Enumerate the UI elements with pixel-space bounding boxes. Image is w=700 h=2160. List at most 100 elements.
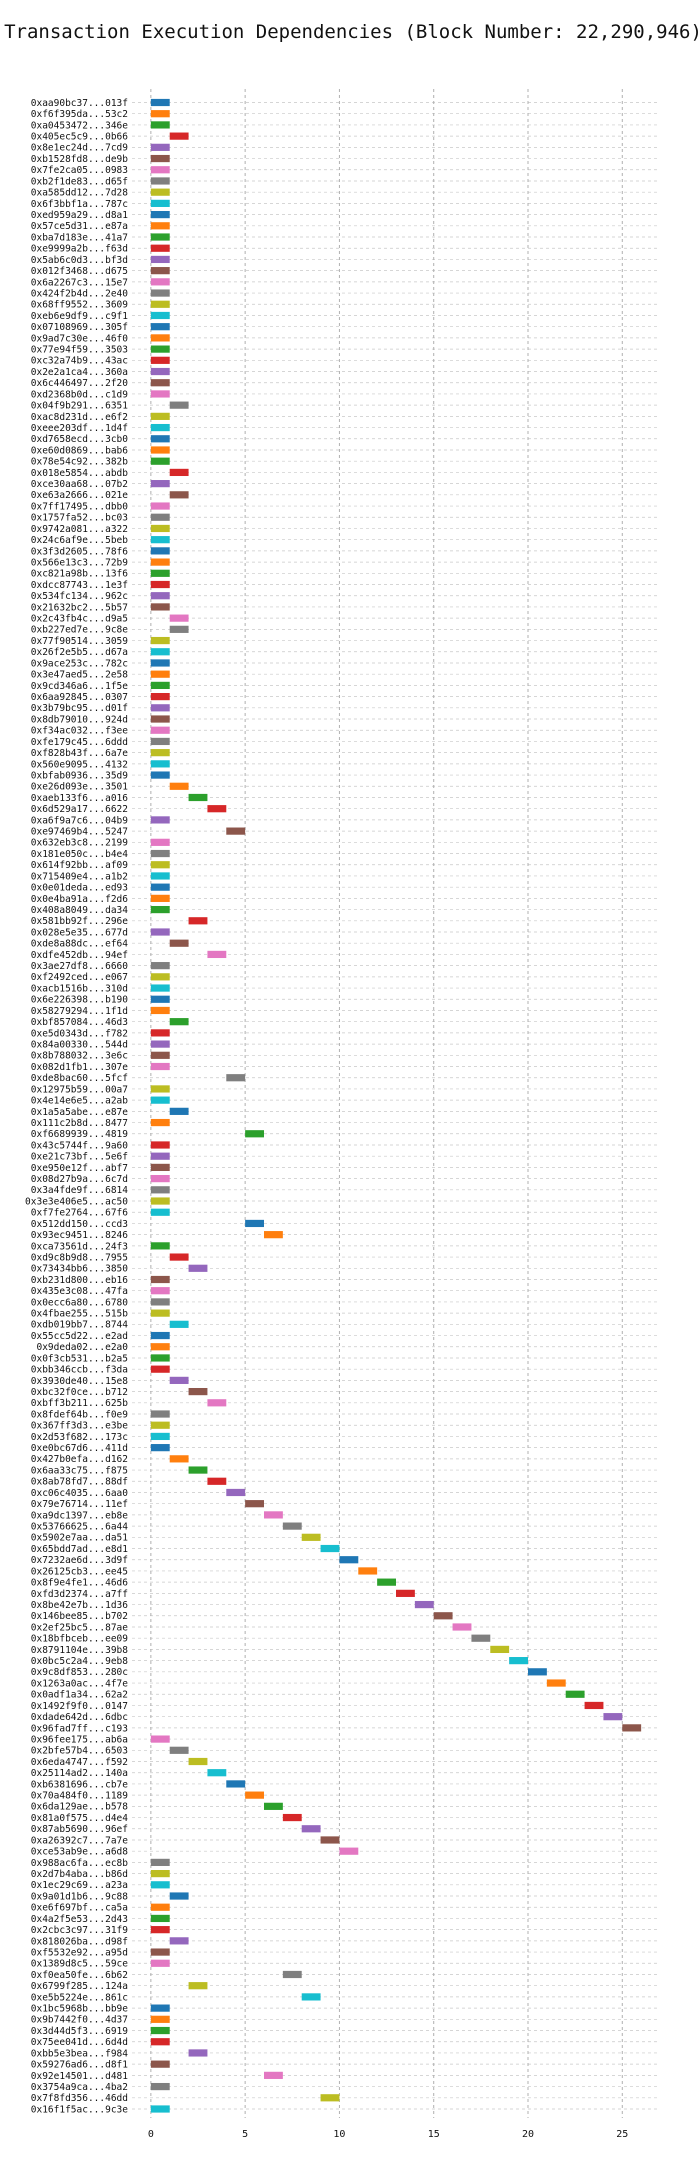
- tx-label: 0x566e13c3...72b9: [31, 557, 129, 568]
- tx-label: 0x9b7442f0...4d37: [31, 2015, 128, 2026]
- tx-label: 0x3b79bc95...d01f: [31, 703, 128, 714]
- tx-label: 0x12975b59...00a7: [31, 1084, 128, 1095]
- tx-label: 0x512dd150...ccd3: [31, 1219, 128, 1230]
- x-tick-label: 0: [148, 2129, 154, 2140]
- tx-bar: [150, 894, 170, 902]
- tx-bar: [150, 1186, 170, 1194]
- tx-bar: [169, 401, 189, 409]
- x-tick-label: 10: [333, 2129, 345, 2140]
- tx-bar: [150, 435, 170, 443]
- tx-label: 0x26f2e5b5...d67a: [31, 647, 128, 658]
- tx-bar: [150, 1858, 170, 1866]
- x-tick-label: 5: [242, 2129, 248, 2140]
- tx-bar: [150, 704, 170, 712]
- tx-label: 0x3f3d2605...78f6: [31, 546, 129, 557]
- tx-label: 0xf5532e92...a95d: [31, 1947, 128, 1958]
- tx-bar: [150, 367, 170, 376]
- tx-label: 0x5902e7aa...da51: [31, 1533, 129, 1544]
- tx-label: 0x2cbc3c97...31f9: [31, 1925, 129, 1936]
- tx-label: 0x3e3e406e5...ac50: [25, 1196, 128, 1207]
- tx-label: 0x7fe2ca05...0983: [31, 165, 128, 176]
- tx-bar: [188, 1387, 208, 1396]
- tx-bar: [150, 1275, 170, 1284]
- tx-label: 0x9deda02...e2a0: [36, 1342, 128, 1353]
- x-tick-label: 20: [522, 2129, 534, 2140]
- tx-label: 0x68ff9552...3609: [31, 300, 129, 311]
- tx-bar: [150, 278, 170, 286]
- tx-label: 0x3754a9ca...4ba2: [31, 2082, 128, 2093]
- tx-bar: [150, 121, 170, 129]
- tx-bar: [282, 1522, 302, 1530]
- tx-bar: [150, 771, 170, 779]
- tx-bar: [245, 1130, 264, 1138]
- tx-bar: [339, 1847, 359, 1855]
- tx-bar: [150, 143, 170, 151]
- tx-bar: [150, 726, 170, 734]
- tx-label: 0x9c8df853...280c: [31, 1667, 128, 1678]
- tx-label: 0xf828b43f...6a7e: [31, 748, 129, 759]
- tx-bar: [169, 782, 189, 790]
- tx-label: 0x59276ad6...d8f1: [31, 2060, 129, 2071]
- tx-bar: [150, 861, 170, 869]
- tx-label: 0xde8bac60...5fcf: [31, 1073, 128, 1084]
- tx-bar: [150, 715, 170, 723]
- tx-bar: [471, 1634, 491, 1642]
- tx-bar: [150, 1410, 170, 1418]
- tx-bar: [207, 1477, 227, 1485]
- tx-label: 0x6e226398...b190: [31, 995, 129, 1006]
- tx-bar: [245, 1791, 264, 1799]
- tx-bar: [226, 1488, 246, 1497]
- tx-bar: [150, 693, 170, 701]
- tx-bar: [169, 1746, 189, 1754]
- tx-bar: [150, 592, 170, 600]
- tx-bar: [169, 614, 189, 622]
- tx-label: 0xe97469b4...5247: [31, 827, 128, 838]
- tx-label: 0x1492f9f0...0147: [31, 1701, 128, 1712]
- tx-bar: [150, 1163, 170, 1172]
- tx-label: 0xdcc87743...1e3f: [31, 580, 128, 591]
- tx-label: 0xd7658ecd...3cb0: [31, 434, 129, 445]
- tx-label: 0x1bc5968b...bb9e: [31, 2004, 129, 2015]
- tx-bar: [150, 580, 170, 589]
- tx-label: 0xde8a88dc...ef64: [31, 939, 129, 950]
- tx-bar: [188, 2049, 208, 2057]
- tx-bar: [301, 1825, 321, 1833]
- tx-bar: [150, 760, 170, 768]
- tx-bar: [150, 154, 170, 163]
- tx-bar: [150, 334, 170, 342]
- tx-bar: [150, 2038, 170, 2046]
- tx-bar: [188, 793, 208, 802]
- tx-label: 0xe63a2666...021e: [31, 490, 129, 501]
- tx-label: 0x81a0f575...d4e4: [31, 1813, 129, 1824]
- tx-label: 0xbc32f0ce...b712: [31, 1387, 128, 1398]
- tx-bar: [282, 1970, 302, 1979]
- tx-bar: [150, 995, 170, 1003]
- tx-bar: [150, 1948, 170, 1956]
- tx-bar: [150, 233, 170, 241]
- tx-label: 0x16f1f5ac...9c3e: [31, 2104, 129, 2115]
- tx-label: 0x65bdd7ad...e8d1: [31, 1544, 129, 1555]
- tx-bar: [150, 1309, 170, 1317]
- tx-label: 0x6da129ae...b578: [31, 1802, 129, 1813]
- tx-bar: [150, 1051, 170, 1059]
- tx-label: 0xb227ed7e...9c8e: [31, 625, 129, 636]
- tx-label: 0xf6689939...4819: [31, 1129, 129, 1140]
- tx-bar: [150, 1062, 170, 1071]
- tx-bar: [169, 939, 189, 947]
- tx-label: 0x8ab78fd7...88df: [31, 1477, 128, 1488]
- tx-label: 0xc821a98b...13f6: [31, 569, 129, 580]
- tx-bar: [207, 950, 227, 959]
- tx-label: 0xbfab0936...35d9: [31, 770, 129, 781]
- tx-bar: [150, 547, 170, 555]
- tx-bar: [169, 132, 189, 140]
- tx-label: 0xdfe452db...94ef: [31, 950, 128, 961]
- tx-bar: [150, 110, 170, 118]
- tx-bar: [150, 1870, 170, 1878]
- tx-label: 0xa585dd12...7d28: [31, 188, 129, 199]
- tx-bar: [150, 984, 170, 992]
- tx-label: 0xe9999a2b...f63d: [31, 244, 128, 255]
- tx-bar: [377, 1578, 396, 1586]
- tx-label: 0x6aa33c75...f875: [31, 1465, 128, 1476]
- tx-bar: [452, 1623, 472, 1631]
- tx-label: 0x8db79010...924d: [31, 714, 128, 725]
